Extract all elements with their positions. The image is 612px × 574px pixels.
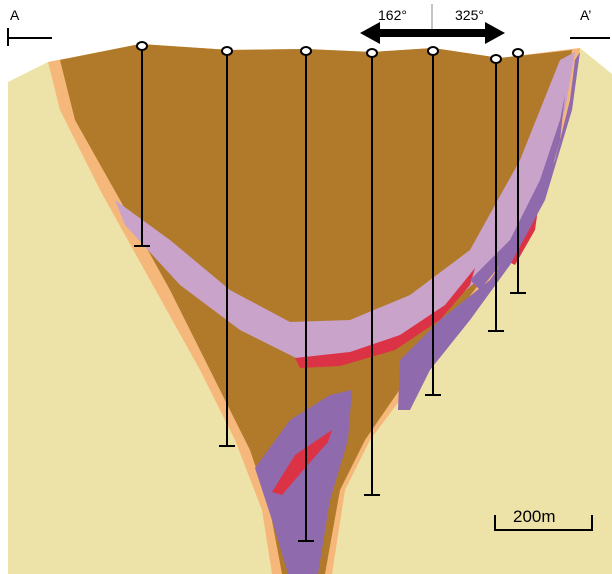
section-label: A [10,7,20,23]
azimuth-label: 325° [455,7,484,23]
scale-label: 200m [513,507,556,526]
cross-section: A A’ 162° 325° 200m [0,0,612,574]
azimuth-label: 162° [378,7,407,23]
section-label: A’ [580,7,591,23]
